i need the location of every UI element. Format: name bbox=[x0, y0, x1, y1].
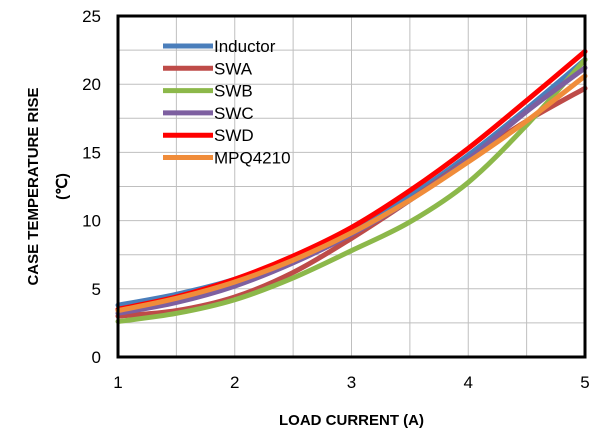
y-tick-label: 15 bbox=[82, 143, 101, 162]
y-tick-label: 10 bbox=[82, 212, 101, 231]
legend: Inductor SWA SWB SWC SWD MPQ4210 bbox=[163, 37, 291, 168]
y-axis-title-line2: (℃) bbox=[54, 173, 71, 200]
plot-series bbox=[115, 48, 588, 325]
y-axis-title: CASE TEMPERATURE RISE (℃) bbox=[25, 87, 71, 285]
x-tick-label: 1 bbox=[113, 373, 122, 392]
legend-label-swa: SWA bbox=[214, 59, 253, 78]
y-tick-label: 5 bbox=[92, 280, 101, 299]
y-axis-ticks: 0 5 10 15 20 25 bbox=[82, 7, 101, 367]
plot-frame bbox=[116, 14, 587, 359]
x-tick-label: 2 bbox=[230, 373, 239, 392]
legend-label-swd: SWD bbox=[214, 126, 254, 145]
legend-label-swc: SWC bbox=[214, 104, 254, 123]
legend-label-swb: SWB bbox=[214, 82, 253, 101]
y-tick-label: 25 bbox=[82, 7, 101, 26]
legend-label-inductor: Inductor bbox=[214, 37, 276, 56]
x-axis-ticks: 1 2 3 4 5 bbox=[113, 373, 589, 392]
x-tick-label: 5 bbox=[580, 373, 589, 392]
series-line-mpq4210 bbox=[115, 73, 588, 314]
y-axis-title-line1: CASE TEMPERATURE RISE bbox=[25, 87, 42, 285]
x-tick-label: 3 bbox=[347, 373, 356, 392]
y-tick-label: 20 bbox=[82, 75, 101, 94]
series-line-swb bbox=[115, 57, 588, 325]
x-axis-title: LOAD CURRENT (A) bbox=[279, 412, 424, 429]
x-tick-label: 4 bbox=[464, 373, 473, 392]
legend-label-mpq4210: MPQ4210 bbox=[214, 149, 291, 168]
y-tick-label: 0 bbox=[92, 348, 101, 367]
